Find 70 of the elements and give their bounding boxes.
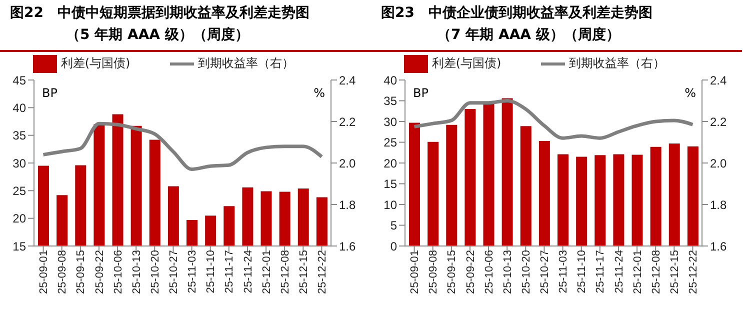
x-tick-label: 25-09-15 [446,250,458,294]
y-tick-label: 15 [12,239,26,254]
y-tick-label: 20 [12,212,26,226]
y2-axis-title: % [314,86,325,100]
y2-tick-label: 2.4 [710,73,728,88]
x-tick-label: 25-11-24 [613,250,626,294]
legend-label: 到期收益率（右） [569,56,666,70]
legend-label: 到期收益率（右） [198,56,294,70]
x-tick-label: 25-10-20 [149,250,162,294]
y2-tick-label: 1.8 [339,198,356,212]
x-tick-label: 25-12-01 [260,250,273,294]
x-tick-label: 25-12-01 [632,250,644,294]
x-tick-label: 25-09-08 [56,250,69,294]
chart-subtitle: （5 年期 AAA 级）（周度） [65,26,250,45]
y-tick-label: 0 [390,239,398,254]
x-tick-label: 25-11-24 [242,250,254,294]
x-tick-label: 25-09-08 [428,250,440,294]
legend-label: 利差(与国债) [60,56,130,70]
chart-title: 图23 中债企业债到期收益率及利差走势图 [381,4,654,23]
y2-axis-title: % [684,86,696,100]
chart-title: 图22 中债中短期票据到期收益率及利差走势图 [10,4,310,23]
y-tick-label: 25 [12,184,26,198]
x-tick-label: 25-11-17 [594,250,607,294]
y-tick-label: 45 [12,73,26,88]
y-tick-label: 35 [12,128,26,143]
y-tick-label: 5 [390,218,398,233]
x-tick-label: 25-10-27 [539,250,552,294]
y-tick-label: 35 [384,94,398,108]
x-tick-label: 25-12-15 [668,250,681,294]
y2-tick-label: 2.0 [710,156,728,170]
x-tick-label: 25-11-10 [576,250,588,294]
y2-tick-label: 2.4 [339,73,356,88]
x-tick-label: 25-11-03 [558,250,570,294]
x-tick-label: 25-11-17 [224,250,236,294]
x-tick-label: 25-12-22 [688,250,700,294]
x-tick-label: 25-09-22 [464,250,477,294]
y2-tick-label: 2.2 [339,114,356,129]
x-tick-label: 25-12-15 [298,250,310,294]
x-tick-label: 25-10-13 [502,250,514,294]
y-tick-label: 40 [12,100,26,115]
y2-tick-label: 1.6 [710,239,728,254]
x-tick-label: 25-12-22 [316,250,329,294]
y-tick-label: 40 [384,73,398,88]
y-tick-label: 10 [384,198,398,212]
x-tick-label: 25-10-27 [168,250,180,294]
x-tick-label: 25-10-06 [112,250,124,294]
y-tick-label: 15 [384,177,398,192]
x-tick-label: 25-09-15 [75,250,88,294]
y2-tick-label: 1.8 [710,198,728,212]
chart-subtitle: （7 年期 AAA 级）（周度） [436,26,621,45]
x-tick-label: 25-11-03 [186,250,199,294]
y2-tick-label: 2.2 [710,114,728,129]
legend-label: 利差(与国债) [432,56,502,70]
x-tick-label: 25-10-13 [130,250,143,294]
y2-tick-label: 2.0 [339,156,356,170]
y-axis-title: BP [42,86,58,100]
y-tick-label: 20 [384,156,398,170]
y-axis-title: BP [413,86,428,100]
x-tick-label: 25-10-06 [483,250,496,294]
x-tick-label: 25-10-20 [520,250,532,294]
x-tick-label: 25-12-08 [279,250,292,294]
x-tick-label: 25-09-01 [38,250,50,294]
y-tick-label: 25 [384,136,398,150]
x-tick-label: 25-12-08 [650,250,662,294]
x-tick-label: 25-11-10 [205,250,218,294]
x-tick-label: 25-09-01 [409,250,422,294]
x-tick-label: 25-09-22 [94,250,106,294]
y2-tick-label: 1.6 [339,239,356,254]
y-tick-label: 30 [12,156,26,170]
y-tick-label: 30 [384,114,398,129]
